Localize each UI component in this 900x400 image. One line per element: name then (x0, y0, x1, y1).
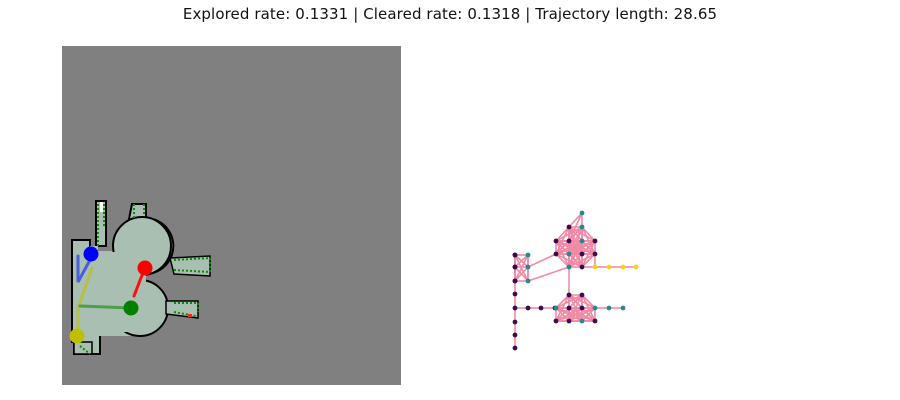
graph-node (566, 305, 572, 311)
plot-title: Explored rate: 0.1331 | Cleared rate: 0.… (182, 5, 718, 23)
graph-canvas (512, 210, 639, 351)
graph-edge (527, 253, 557, 268)
graph-node (553, 238, 559, 244)
graph-node (525, 252, 531, 258)
graph-edge (581, 253, 596, 268)
map-panel (62, 46, 401, 385)
graph-node (633, 264, 639, 270)
graph-node (512, 291, 518, 297)
seam-fill-2 (90, 246, 98, 336)
graph-node (525, 305, 531, 311)
graph-edge (527, 266, 570, 282)
frontier-top-corridor (97, 204, 105, 246)
graph-node (579, 210, 585, 216)
graph-edge (581, 226, 596, 242)
red-marker-small (188, 314, 192, 317)
graph-node (512, 252, 518, 258)
graph-node (512, 319, 518, 325)
graph-node (579, 292, 585, 298)
yellow-trajectory (76, 266, 94, 338)
graph-node (606, 305, 612, 311)
graph-edge (581, 294, 596, 309)
graph-panel (440, 46, 860, 385)
red-agent (137, 260, 153, 276)
graph-node (579, 251, 585, 257)
graph-edges (514, 212, 636, 348)
graph-node (566, 251, 572, 257)
graph-node (579, 238, 585, 244)
lower-hallway (165, 300, 199, 319)
graph-edge (555, 294, 583, 309)
graph-node (606, 264, 612, 270)
graph-node (620, 264, 626, 270)
graph-edge (514, 254, 529, 282)
graph-node (566, 238, 572, 244)
graph-node (512, 332, 518, 338)
graph-node (512, 305, 518, 311)
graph-edge (555, 240, 596, 255)
frontier-lower-hallway (173, 302, 199, 317)
graph-edge (555, 307, 596, 322)
graph-node (512, 345, 518, 351)
graph-edge (514, 266, 529, 282)
graph-node (592, 305, 598, 311)
graph-node (592, 251, 598, 257)
graph-edge (555, 307, 570, 322)
graph-node (553, 318, 559, 324)
blue-trajectory (76, 254, 92, 283)
graph-node (579, 318, 585, 324)
graph-edge (555, 253, 570, 268)
graph-node (512, 264, 518, 270)
graph-node (566, 318, 572, 324)
graph-edge (581, 307, 596, 322)
green-trajectory (78, 304, 132, 310)
graph-node (579, 224, 585, 230)
graph-edge (555, 226, 570, 242)
graph-node (620, 305, 626, 311)
blue-agent (83, 246, 99, 262)
graph-node (553, 251, 559, 257)
graph-node (566, 292, 572, 298)
graph-node (592, 318, 598, 324)
graph-node (525, 264, 531, 270)
graph-node (538, 305, 544, 311)
graph-node (512, 278, 518, 284)
bottom-stub (73, 341, 93, 355)
graph-edge (555, 226, 583, 242)
graph-node (579, 305, 585, 311)
graph-edge (568, 212, 583, 228)
graph-node (592, 264, 598, 270)
green-agent (123, 300, 139, 316)
graph-edge (568, 240, 596, 255)
graph-edge (568, 253, 596, 268)
frontier-upper-room-top (133, 204, 145, 218)
graph-node (566, 224, 572, 230)
graph-edge (568, 253, 583, 268)
graph-edge (555, 294, 570, 309)
graph-edge (514, 254, 529, 268)
graph-node (579, 264, 585, 270)
map-canvas (62, 46, 401, 385)
graph-edge (568, 307, 596, 322)
white-marker (100, 202, 103, 212)
yellow-agent (69, 328, 85, 344)
graph-node (566, 264, 572, 270)
seam-fill (96, 252, 146, 332)
graph-node (553, 305, 559, 311)
graph-edge (555, 240, 570, 255)
explored-region (71, 200, 211, 355)
graph-node (525, 278, 531, 284)
graph-nodes (512, 210, 639, 351)
frontier-markers (79, 204, 211, 355)
graph-edge (568, 212, 583, 242)
upper-hallway (169, 255, 211, 277)
graph-node (592, 238, 598, 244)
